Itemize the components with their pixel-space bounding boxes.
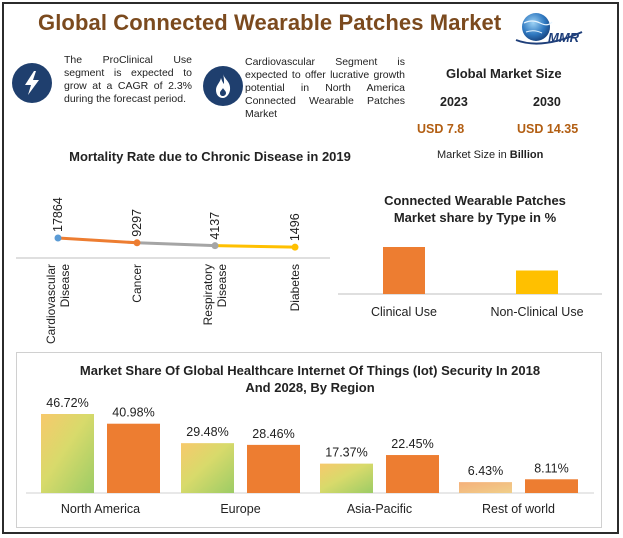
region-bar-2028-europe [247,444,300,493]
region-label-2028-rest-of-world: 8.11% [534,461,569,475]
region-category-north-america: North America [61,502,140,516]
flame-badge [203,66,243,106]
region-label-2028-north-america: 40.98% [112,406,154,420]
type-share-bar-chart: Clinical Use Non-Clinical Use [338,247,602,319]
region-bar-2018-rest-of-world [459,482,512,493]
mmr-logo [515,13,583,45]
market-size-note: Market Size in Billion [437,149,543,161]
mortality-label-diabetes: 1496 [288,213,302,241]
mortality-point-respiratory-disease [211,242,219,250]
mortality-label-cardiovascular-disease: 17864 [51,197,65,232]
globe-icon [522,13,550,41]
market-size-note-prefix: Market Size in [437,149,510,161]
mortality-segment-1 [56,236,139,245]
market-value-2030: USD 14.35 [517,122,579,136]
type-share-chart-title: Connected Wearable Patches Market share … [350,192,600,226]
region-bar-2028-north-america [107,423,160,493]
global-market-title: Global Market Size [446,66,562,81]
market-year-2030: 2030 [533,95,561,109]
region-label-2018-rest-of-world: 6.43% [468,464,503,478]
logo-text: MMR [548,30,580,45]
type-bar-clinical-use [383,247,425,294]
region-category-europe: Europe [220,502,260,516]
region-bar-2018-europe [181,443,234,493]
mortality-chart-title: Mortality Rate due to Chronic Disease in… [69,149,351,164]
region-label-2028-asia-pacific: 22.45% [391,437,433,451]
region-title-line-2: And 2028, By Region [245,380,375,395]
type-share-title-line-2: Market share by Type in % [393,210,557,225]
type-category-non-clinical-use: Non-Clinical Use [490,305,583,319]
mortality-segment-2 [135,241,217,248]
mortality-category-cardiovascular-disease-line-1: Cardiovascular [44,264,58,344]
region-bar-2018-north-america [41,414,94,493]
mortality-segment-3 [213,244,297,249]
region-label-2028-europe: 28.46% [252,427,294,441]
region-label-2018-north-america: 46.72% [46,396,88,410]
type-category-clinical-use: Clinical Use [371,305,437,319]
flame-icon [216,74,231,98]
region-category-rest-of-world: Rest of world [482,502,555,516]
type-bar-non-clinical-use [516,270,558,294]
market-size-unit: Billion [509,149,544,161]
info-text-cardiovascular: Cardiovascular Segment is expected to of… [245,56,405,120]
mortality-point-diabetes [291,243,299,251]
lightning-icon [25,71,39,95]
region-bar-2028-asia-pacific [386,455,439,493]
region-label-2018-europe: 29.48% [186,425,228,439]
mortality-category-respiratory-disease-line-1: Respiratory [201,264,215,325]
region-title-line-1: Market Share Of Global Healthcare Intern… [79,363,541,378]
market-year-2023: 2023 [440,95,468,109]
mortality-category-diabetes: Diabetes [288,264,302,311]
region-bar-2018-asia-pacific [320,463,373,493]
page-title: Global Connected Wearable Patches Market [38,10,502,35]
region-chart-title: Market Share Of Global Healthcare Intern… [20,362,600,396]
region-bar-chart: 46.72% 40.98% North America 29.48% 28.46% Eur… [26,396,594,516]
mortality-label-respiratory-disease: 4137 [208,212,222,240]
type-share-title-line-1: Connected Wearable Patches [384,193,566,208]
lightning-badge [12,63,52,103]
mortality-category-respiratory-disease-line-2: Disease [215,264,229,308]
market-value-2023: USD 7.8 [417,122,465,136]
region-bar-2028-rest-of-world [525,479,578,493]
mortality-category-cardiovascular-disease-line-2: Disease [58,264,72,308]
mortality-category-cancer: Cancer [130,264,144,303]
info-text-proclinical: The ProClinical Use segment is expected … [64,54,192,105]
region-label-2018-asia-pacific: 17.37% [325,446,367,460]
mortality-label-cancer: 9297 [130,209,144,237]
region-category-asia-pacific: Asia-Pacific [347,502,412,516]
mortality-point-cardiovascular-disease [54,234,62,242]
mortality-point-cancer [133,239,141,247]
